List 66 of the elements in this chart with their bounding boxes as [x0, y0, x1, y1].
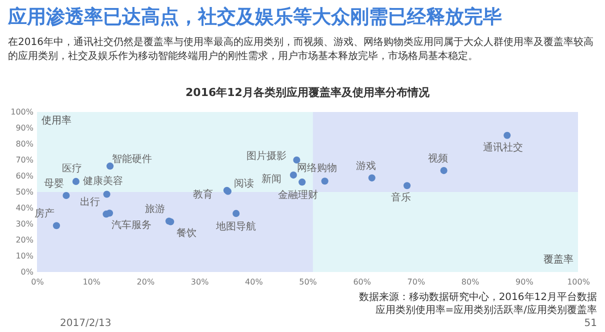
- x-tick-label: 80%: [461, 278, 480, 286]
- point: [504, 132, 511, 139]
- annotation: 网络购物: [296, 162, 337, 174]
- y-tick-label: 20%: [16, 236, 34, 244]
- y-tick-label: 60%: [16, 172, 34, 180]
- x-tick-label: 30%: [190, 278, 210, 286]
- y-tick-label: 70%: [16, 156, 34, 164]
- point: [72, 178, 80, 185]
- source-note: 数据来源：移动数据研究中心，2016年12月平台数据: [358, 290, 597, 304]
- text: 2017/2/13: [60, 318, 112, 329]
- y-axis-title: 使用率: [42, 114, 72, 126]
- annotation: 游戏: [356, 160, 376, 172]
- y-tick-label: 30%: [16, 220, 34, 228]
- y-tick-label: 0%: [20, 268, 34, 276]
- annotation: 母婴: [44, 178, 64, 190]
- annotation: 医疗: [62, 162, 82, 174]
- point: [404, 182, 411, 190]
- x-tick-label: 20%: [136, 278, 155, 286]
- point: [321, 178, 328, 185]
- x-tick-label: 10%: [82, 278, 101, 286]
- y-tick-label: 50%: [16, 188, 34, 196]
- x-tick-label: 50%: [299, 278, 318, 286]
- annotation: 地图导航: [215, 220, 256, 232]
- point: [298, 178, 306, 186]
- point: [62, 192, 70, 200]
- text: 应用类别使用率=应用类别活跃率/应用类别覆盖率: [375, 304, 597, 317]
- point: [293, 156, 300, 164]
- y-tick-label: 80%: [16, 140, 34, 148]
- annotation: 阅读: [234, 177, 254, 190]
- point: [290, 172, 297, 179]
- point: [232, 210, 240, 217]
- annotation: 教育: [192, 188, 213, 200]
- annotation: 通讯社交: [483, 141, 524, 154]
- y-tick-label: 90%: [16, 124, 34, 132]
- annotation: 旅游: [145, 203, 166, 216]
- y-tick-label: 10%: [16, 252, 34, 260]
- point: [103, 190, 110, 198]
- x-tick-label: 70%: [407, 278, 426, 286]
- annotation: 汽车服务: [111, 219, 152, 232]
- annotation: 新闻: [261, 173, 282, 186]
- annotation: 图片摄影: [246, 150, 287, 162]
- chart-subtitle: 在2016年中，通讯社交仍然是覆盖率与使用率最高的应用类别，而视频、游戏、网络购物类应用同属于大众人群使用率及覆盖率较高的应用类别，社交及娱乐作为移动智能终端用户的刚性需求，用户市场基本释放完毕，市场格局基本稳定。: [8, 36, 594, 64]
- y-tick-label: 40%: [16, 204, 34, 212]
- chart-title: 应用渗透率已达高点，社交及娱乐等大众刚需已经释放完毕: [8, 5, 502, 30]
- annotation: 音乐: [391, 192, 412, 204]
- annotation: 智能硬件: [112, 153, 152, 166]
- x-tick-label: 90%: [516, 278, 534, 286]
- annotation: 视频: [428, 152, 448, 165]
- annotation: 房产: [34, 208, 54, 220]
- x-tick-label: 0%: [31, 278, 44, 286]
- text: 51: [584, 318, 597, 329]
- annotation: 金融理财: [278, 189, 318, 202]
- x-tick-label: 40%: [245, 278, 264, 286]
- y-tick-label: 100%: [10, 108, 34, 116]
- x-tick-label: 100%: [567, 278, 590, 286]
- point: [106, 162, 114, 170]
- x-tick-label: 60%: [353, 278, 372, 286]
- annotation: 餐饮: [176, 226, 197, 239]
- point: [106, 210, 114, 217]
- text: 2016年12月各类别应用覆盖率及使用率分布情况: [186, 86, 430, 99]
- x-axis-title: 覆盖率: [544, 254, 574, 266]
- annotation: 出行: [80, 196, 100, 208]
- point: [368, 174, 376, 182]
- point: [440, 167, 448, 174]
- annotation: 健康美容: [82, 175, 123, 188]
- point: [52, 222, 60, 230]
